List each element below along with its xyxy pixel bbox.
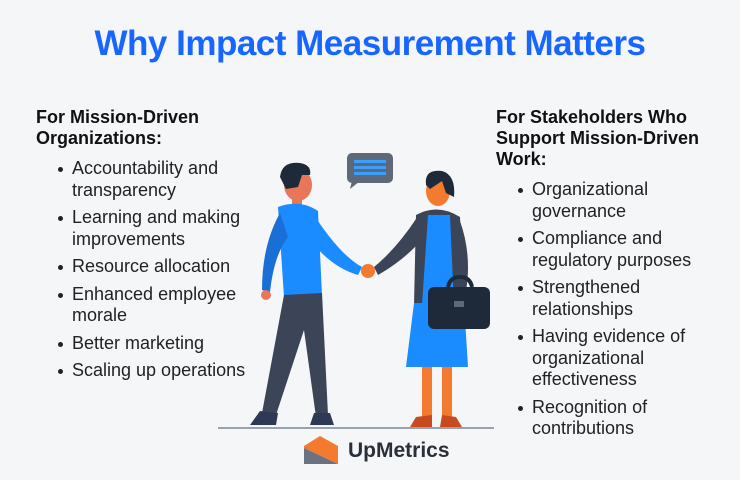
- section-heading: For Mission-Driven Organizations:: [36, 107, 200, 148]
- list-item: Organizational governance: [518, 179, 736, 222]
- upmetrics-logo: UpMetrics: [304, 436, 450, 466]
- woman-figure: [374, 170, 490, 427]
- hands: [361, 264, 375, 278]
- section-heading: For Stakeholders Who Support Mission-Dri…: [496, 107, 700, 169]
- list-item: Better marketing: [58, 333, 266, 355]
- briefcase-icon: [428, 274, 490, 329]
- benefit-list: Accountability and transparency Learning…: [36, 158, 266, 382]
- list-item: Learning and making improvements: [58, 207, 266, 250]
- list-item: Having evidence of organizational effect…: [518, 326, 736, 391]
- page-title: Why Impact Measurement Matters: [94, 24, 646, 63]
- handshake-illustration: [218, 153, 494, 429]
- list-item: Enhanced employee morale: [58, 284, 266, 327]
- list-item: Scaling up operations: [58, 360, 266, 382]
- list-item: Strengthened relationships: [518, 277, 736, 320]
- mission-driven-section: For Mission-Driven Organizations: Accoun…: [36, 107, 266, 388]
- list-item: Accountability and transparency: [58, 158, 266, 201]
- benefit-list: Organizational governance Compliance and…: [496, 179, 736, 440]
- speech-bubble-icon: [347, 153, 393, 189]
- list-item: Recognition of contributions: [518, 397, 736, 440]
- upmetrics-logo-icon: [304, 436, 338, 464]
- man-figure: [250, 162, 362, 425]
- stakeholders-section: For Stakeholders Who Support Mission-Dri…: [496, 107, 736, 446]
- list-item: Resource allocation: [58, 256, 266, 278]
- logo-text: UpMetrics: [348, 439, 450, 462]
- list-item: Compliance and regulatory purposes: [518, 228, 736, 271]
